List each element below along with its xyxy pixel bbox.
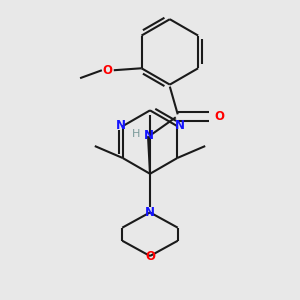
Text: N: N xyxy=(144,129,154,142)
Text: O: O xyxy=(145,250,155,262)
Text: N: N xyxy=(116,119,126,132)
Text: O: O xyxy=(103,64,113,77)
Text: O: O xyxy=(214,110,224,123)
Text: H: H xyxy=(132,129,140,139)
Text: N: N xyxy=(145,206,155,219)
Text: N: N xyxy=(174,119,184,132)
